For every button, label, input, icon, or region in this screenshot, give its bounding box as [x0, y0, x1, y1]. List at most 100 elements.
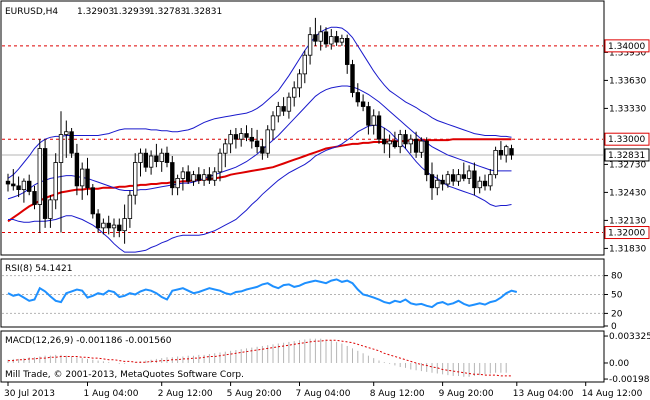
macd-panel: MACD(12,26,9) -0.001186 -0.001560 Mill T…: [0, 330, 605, 383]
candle-body: [95, 213, 101, 229]
candle-body: [143, 152, 148, 168]
candle-body: [472, 170, 477, 189]
candle-body: [85, 168, 90, 189]
candle-body: [355, 92, 360, 103]
candle-body: [350, 64, 355, 93]
macd-signal-line: [8, 339, 512, 377]
candle-body: [42, 148, 48, 219]
macd-panel-frame: [0, 330, 605, 383]
rsi-panel-frame: [0, 258, 605, 328]
candle-body: [498, 149, 504, 156]
price-tick-label: 1.32430: [609, 188, 646, 198]
candle-body: [196, 174, 201, 181]
level-price-label: 1.32000: [608, 229, 645, 239]
candle-body: [212, 171, 217, 181]
level-price-label: 1.33000: [608, 135, 645, 145]
price-panel-frame: [0, 0, 605, 256]
time-tick-label: 9 Aug 20:00: [439, 389, 494, 399]
candle-body: [371, 115, 376, 126]
candle-body: [339, 38, 345, 43]
candle-body: [26, 180, 32, 192]
candle-body: [207, 174, 212, 181]
candle-body: [387, 140, 392, 145]
price-header-close: 1.32831: [185, 7, 222, 17]
candle-body: [329, 36, 334, 45]
price-header-low: 1.32783: [149, 7, 186, 17]
candle-body: [456, 174, 461, 182]
price-tick-label: 1.32730: [609, 160, 646, 170]
candle-body: [217, 152, 223, 173]
price-header-high: 1.32939: [113, 7, 150, 17]
time-tick-label: 13 Aug 04:00: [513, 389, 574, 399]
candle-body: [313, 34, 318, 42]
candle-body: [392, 140, 398, 148]
candle-body: [159, 152, 164, 162]
candle-body: [366, 106, 371, 126]
candle-body: [334, 36, 339, 43]
candle-body: [318, 31, 323, 42]
candle-body: [276, 106, 281, 117]
price-tick-label: 1.32130: [609, 216, 646, 226]
candle-body: [509, 148, 514, 156]
candle-body: [48, 199, 53, 219]
candle-body: [419, 140, 424, 153]
candle-body: [74, 152, 80, 187]
level-price-box: [604, 132, 650, 146]
price-header-symbol: EURUSD,H4: [5, 7, 58, 17]
time-tick-label: 2 Aug 12:00: [158, 389, 213, 399]
candle-body: [5, 180, 11, 185]
price-tick-label: 1.31830: [609, 244, 646, 254]
candle-body: [90, 187, 95, 215]
candle-body: [117, 224, 122, 232]
rsi-tick-label: 20: [611, 309, 623, 319]
candle-body: [382, 138, 387, 145]
candle-body: [440, 179, 445, 185]
candle-body: [80, 168, 85, 187]
rsi-panel: RSI(8) 54.1421: [0, 258, 605, 328]
candle-body: [291, 87, 297, 98]
candle-body: [265, 129, 270, 154]
candle-body: [503, 146, 509, 156]
time-axis: 30 Jul 2013 1 Aug 04:00 2 Aug 12:00 5 Aug 2…: [4, 382, 643, 399]
candle-body: [307, 34, 313, 56]
candle-body: [16, 185, 21, 191]
candle-body: [201, 174, 207, 181]
candle-body: [424, 140, 429, 176]
current-price-box: [604, 148, 650, 162]
candle-body: [450, 174, 456, 182]
candle-body: [360, 101, 366, 107]
candle-body: [408, 138, 413, 145]
candle-body: [32, 191, 37, 205]
rsi-tick-label: 50: [611, 291, 623, 301]
candle-body: [466, 170, 472, 179]
level-price-box: [604, 226, 650, 240]
candle-body: [69, 131, 74, 154]
candle-body: [461, 174, 466, 179]
candle-body: [154, 155, 159, 162]
candle-body: [106, 222, 111, 229]
rsi-line: [7, 278, 518, 309]
time-tick-label: 5 Aug 20:00: [227, 389, 282, 399]
candle-body: [270, 115, 276, 131]
candle-body: [249, 136, 254, 142]
rsi-tick-label: 0: [611, 322, 617, 332]
candle-body: [477, 180, 482, 189]
candle-body: [302, 54, 307, 75]
time-tick-label: 1 Aug 04:00: [84, 389, 139, 399]
candle-body: [297, 73, 302, 89]
candle-body: [122, 218, 127, 232]
candle-body: [260, 146, 265, 154]
candle-body: [413, 138, 419, 153]
time-tick-label: 30 Jul 2013: [4, 389, 55, 399]
price-tick-label: 1.33630: [609, 76, 646, 86]
candle-body: [175, 177, 180, 189]
macd-tick-label: 0.003325: [609, 332, 650, 342]
watermark: Mill Trade, © 2001-2013, MetaQuotes Soft…: [5, 370, 244, 380]
rsi-header: RSI(8) 54.1421: [5, 264, 72, 274]
candle-body: [281, 106, 286, 112]
candle-body: [403, 134, 408, 145]
candle-body: [244, 133, 249, 138]
